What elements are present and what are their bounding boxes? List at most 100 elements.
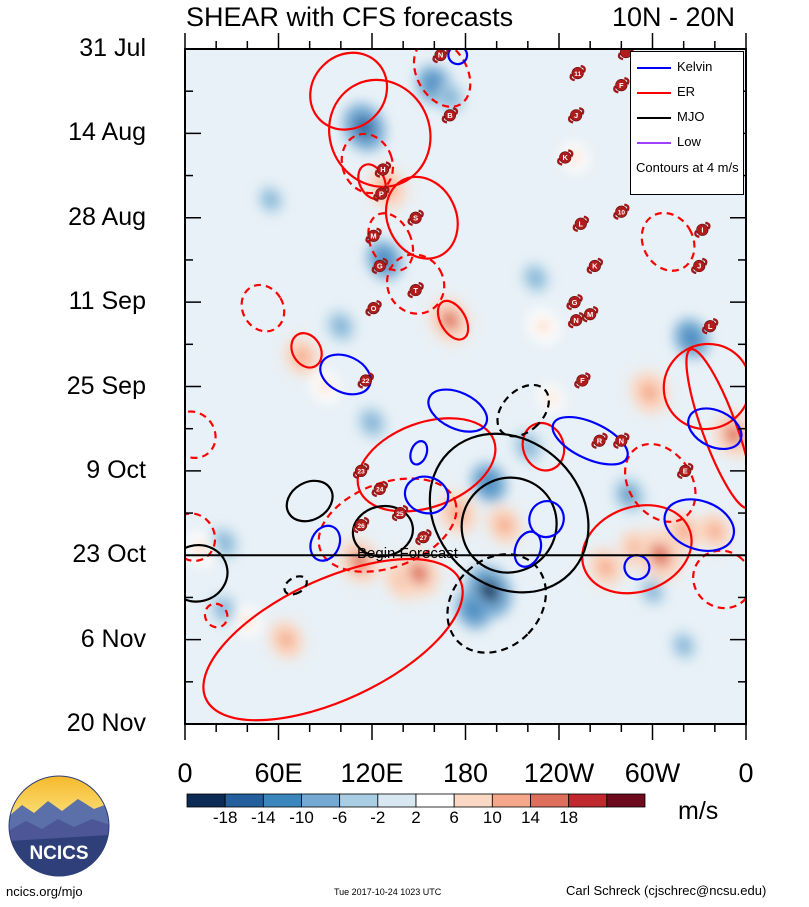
storm-label: N [438,51,443,60]
storm-swirl [586,257,604,275]
shading-core [318,379,332,394]
storm-dot [409,283,422,297]
storm-dot [417,531,430,544]
storm-label: 11 [574,71,581,78]
storm-label: F [580,376,585,385]
kelvin-contour [447,49,469,66]
storm-marker: M [365,227,382,245]
mjo-contour [460,476,558,574]
shading-core [496,516,513,534]
x-tick-label: 120E [340,758,404,788]
y-tick-label: 28 Aug [68,202,146,231]
chart-subtitle: 10N - 20N [612,2,736,32]
kelvin-contour [409,440,429,466]
legend: Kelvin ER MJO Low Contours at 4 m/s [630,51,744,195]
footer-url: ncics.org/mjo [6,884,83,899]
storm-swirl [391,504,409,522]
x-tick-label: 60E [254,758,303,788]
er-contour [317,477,458,573]
storm-label: M [370,232,376,241]
kelvin-contour [513,530,543,568]
colorbar-tick-label: -10 [289,808,314,827]
storm-label: N [573,316,578,325]
er-contour [640,211,696,272]
kelvin-contour [309,524,342,562]
storm-dot [570,109,583,122]
storm-swirl [566,293,583,311]
storm-dot [393,506,407,520]
storm-marker: S [407,209,424,226]
x-tick-label: 180 [442,758,489,788]
er-contour [290,332,323,369]
storm-label: 27 [420,535,428,542]
storm-label: H [380,165,385,174]
storm-dot [704,320,717,333]
colorbar-tick-label: 18 [559,808,579,827]
storm-marker: K [586,257,604,275]
shading-core [443,90,457,105]
storm-dot [409,211,422,224]
storm-label: K [592,262,598,271]
storm-label: B [447,111,453,120]
storm-label: N [619,436,624,445]
kelvin-contour [427,388,489,433]
storm-swirl [407,209,424,226]
storm-dot [443,109,457,122]
er-contour [521,421,566,472]
er-contour [436,299,470,341]
storm-swirl [415,528,432,546]
colorbar-tick-label: -14 [251,808,276,827]
storm-swirl [613,76,630,94]
storm-marker: N [613,432,630,449]
storm-marker: 22 [357,372,374,389]
storm-marker: 24 [371,480,388,498]
storm-dot [376,163,390,176]
storm-marker: J [567,107,585,124]
storm-swirl [365,227,382,245]
shading-core [683,329,700,348]
storm-swirl [352,516,370,534]
x-tick-label: 120W [523,758,595,788]
storm-swirl [373,185,390,202]
shading-core [334,319,348,334]
storm-swirl [371,257,388,275]
colorbar-tick-label: -2 [370,808,386,827]
storm-marker: L [701,318,719,335]
storm-swirl [574,372,591,389]
storm-dot [367,302,380,315]
storm-dot [696,223,709,236]
shading-core [536,318,551,335]
storm-marker: F [613,76,630,94]
er-contour [340,132,395,195]
legend-swatch [637,142,671,144]
storm-marker: 27 [415,528,432,546]
storm-label: L [579,219,584,228]
shading-core [521,439,535,454]
storm-swirl [352,462,370,480]
storm-swirl [441,107,459,124]
legend-item-kelvin: Kelvin [635,58,741,78]
storm-marker: J [691,257,708,275]
storm-swirl [569,64,586,82]
kelvin-contour [687,407,743,451]
er-contour [185,512,217,562]
storm-swirl [357,372,374,389]
shading-core [707,522,723,540]
storm-swirl [567,107,585,124]
er-contour [692,549,746,610]
storm-dot [373,482,386,496]
storm-dot [584,308,597,321]
legend-contour-note: Contours at 4 m/s [636,160,739,175]
shading-core [597,558,614,577]
kelvin-contour [319,353,372,396]
er-contour [384,175,459,260]
er-contour [240,283,286,333]
y-tick-label: 31 Jul [79,34,146,62]
shading-core [278,630,295,649]
storm-marker: M [581,305,599,323]
storm-dot [571,67,584,80]
kelvin-contour [528,500,565,539]
colorbar-tick-label: -6 [332,808,348,827]
storm-dot [693,259,706,273]
